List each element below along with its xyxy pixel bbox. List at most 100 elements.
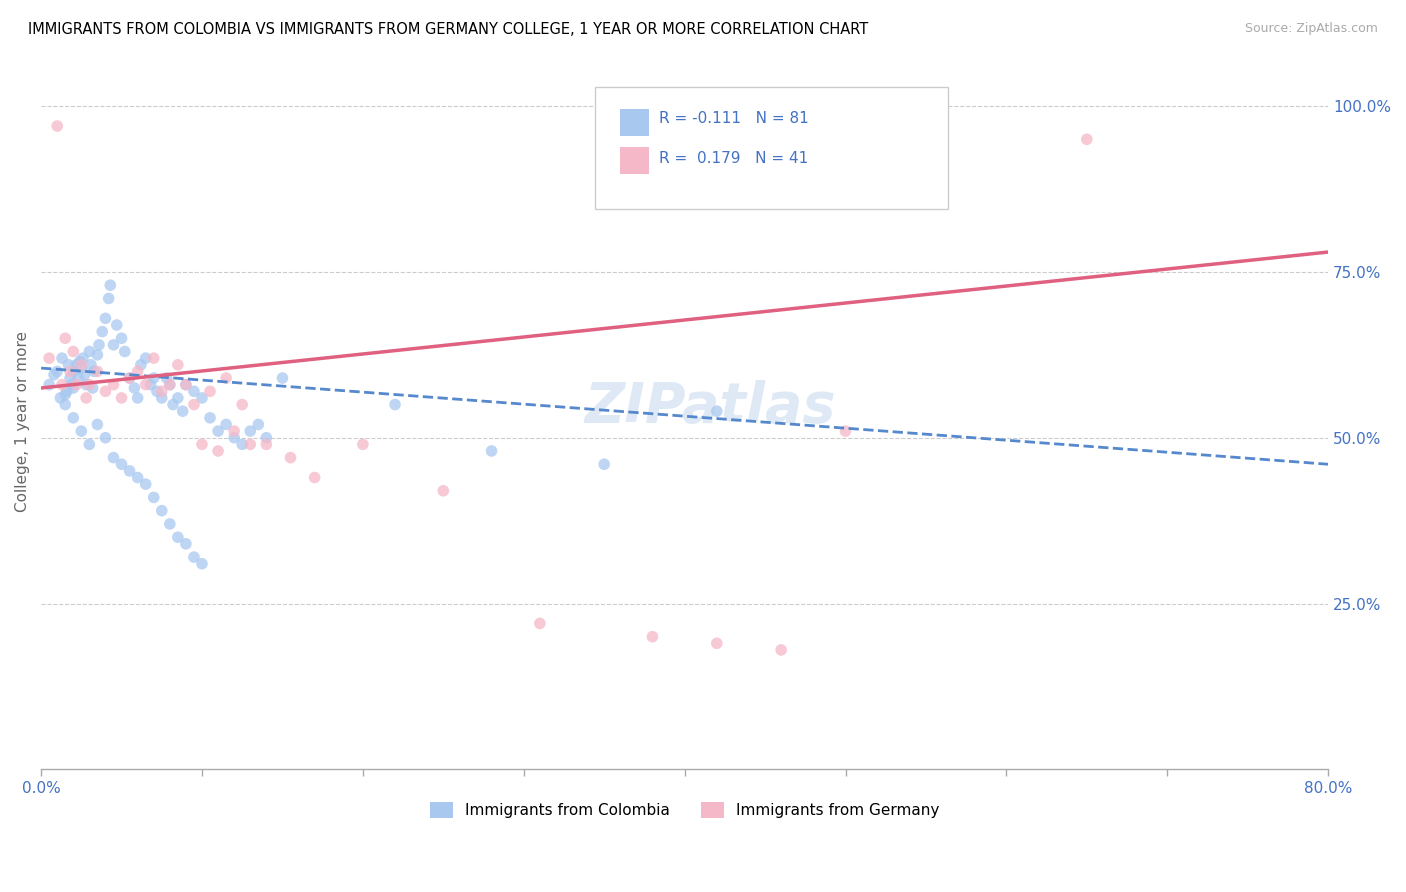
Point	[124, 381, 146, 395]
Point	[271, 371, 294, 385]
Point	[56, 384, 79, 399]
Bar	[620, 109, 648, 136]
Point	[72, 351, 94, 366]
Point	[1076, 132, 1098, 146]
Point	[127, 391, 149, 405]
Point	[110, 457, 132, 471]
Point	[174, 377, 197, 392]
Point	[110, 391, 132, 405]
Point	[73, 368, 96, 382]
Point	[62, 381, 84, 395]
Point	[60, 377, 83, 392]
Point	[159, 377, 181, 392]
Point	[62, 410, 84, 425]
Point	[105, 318, 128, 332]
Point	[155, 371, 177, 385]
Point	[38, 351, 60, 366]
Text: R =  0.179   N = 41: R = 0.179 N = 41	[659, 151, 808, 166]
Point	[82, 381, 104, 395]
Point	[142, 351, 165, 366]
Point	[49, 391, 72, 405]
Text: IMMIGRANTS FROM COLOMBIA VS IMMIGRANTS FROM GERMANY COLLEGE, 1 YEAR OR MORE CORR: IMMIGRANTS FROM COLOMBIA VS IMMIGRANTS F…	[28, 22, 869, 37]
Point	[215, 417, 238, 432]
Point	[46, 119, 69, 133]
Point	[159, 377, 181, 392]
Point	[79, 377, 101, 392]
Point	[247, 417, 270, 432]
Point	[70, 424, 93, 438]
Point	[706, 404, 728, 418]
Point	[224, 431, 246, 445]
Point	[172, 404, 194, 418]
Point	[65, 358, 87, 372]
Point	[191, 557, 214, 571]
Point	[142, 491, 165, 505]
Point	[86, 364, 108, 378]
Point	[231, 398, 253, 412]
Point	[86, 348, 108, 362]
Point	[183, 550, 205, 565]
Point	[59, 371, 82, 385]
Point	[53, 331, 76, 345]
Point	[62, 364, 84, 378]
Point	[127, 364, 149, 378]
Point	[432, 483, 454, 498]
Point	[79, 437, 101, 451]
Point	[58, 358, 80, 372]
Text: R = -0.111   N = 81: R = -0.111 N = 81	[659, 112, 808, 127]
Point	[129, 358, 152, 372]
Point	[114, 344, 136, 359]
Point	[135, 351, 157, 366]
Point	[83, 364, 105, 378]
Point	[224, 424, 246, 438]
Point	[75, 391, 97, 405]
Point	[53, 387, 76, 401]
Point	[706, 636, 728, 650]
Point	[94, 384, 117, 399]
Point	[191, 391, 214, 405]
Point	[198, 410, 221, 425]
Point	[75, 377, 97, 392]
Point	[384, 398, 406, 412]
Point	[38, 377, 60, 392]
Point	[91, 325, 114, 339]
Point	[166, 358, 188, 372]
Point	[183, 398, 205, 412]
Point	[166, 530, 188, 544]
Point	[254, 437, 277, 451]
Point	[304, 470, 326, 484]
Point	[139, 377, 162, 392]
Point	[150, 384, 173, 399]
Point	[53, 398, 76, 412]
Point	[162, 398, 184, 412]
Point	[135, 377, 157, 392]
Point	[770, 643, 793, 657]
Point	[239, 424, 262, 438]
Point	[135, 477, 157, 491]
Point	[118, 371, 141, 385]
Point	[94, 311, 117, 326]
Text: ZIPatlas: ZIPatlas	[585, 380, 837, 434]
Point	[69, 354, 91, 368]
Point	[159, 516, 181, 531]
Point	[198, 384, 221, 399]
Point	[86, 417, 108, 432]
Point	[174, 537, 197, 551]
Point	[207, 444, 229, 458]
Point	[103, 338, 125, 352]
Point	[62, 344, 84, 359]
Point	[231, 437, 253, 451]
Point	[481, 444, 503, 458]
Point	[70, 361, 93, 376]
Point	[103, 377, 125, 392]
Point	[529, 616, 551, 631]
Point	[834, 424, 856, 438]
Point	[593, 457, 616, 471]
Point	[51, 351, 73, 366]
Point	[352, 437, 374, 451]
Point	[127, 470, 149, 484]
Point	[280, 450, 302, 465]
Point	[150, 503, 173, 517]
Point	[215, 371, 238, 385]
Legend: Immigrants from Colombia, Immigrants from Germany: Immigrants from Colombia, Immigrants fro…	[425, 797, 945, 824]
